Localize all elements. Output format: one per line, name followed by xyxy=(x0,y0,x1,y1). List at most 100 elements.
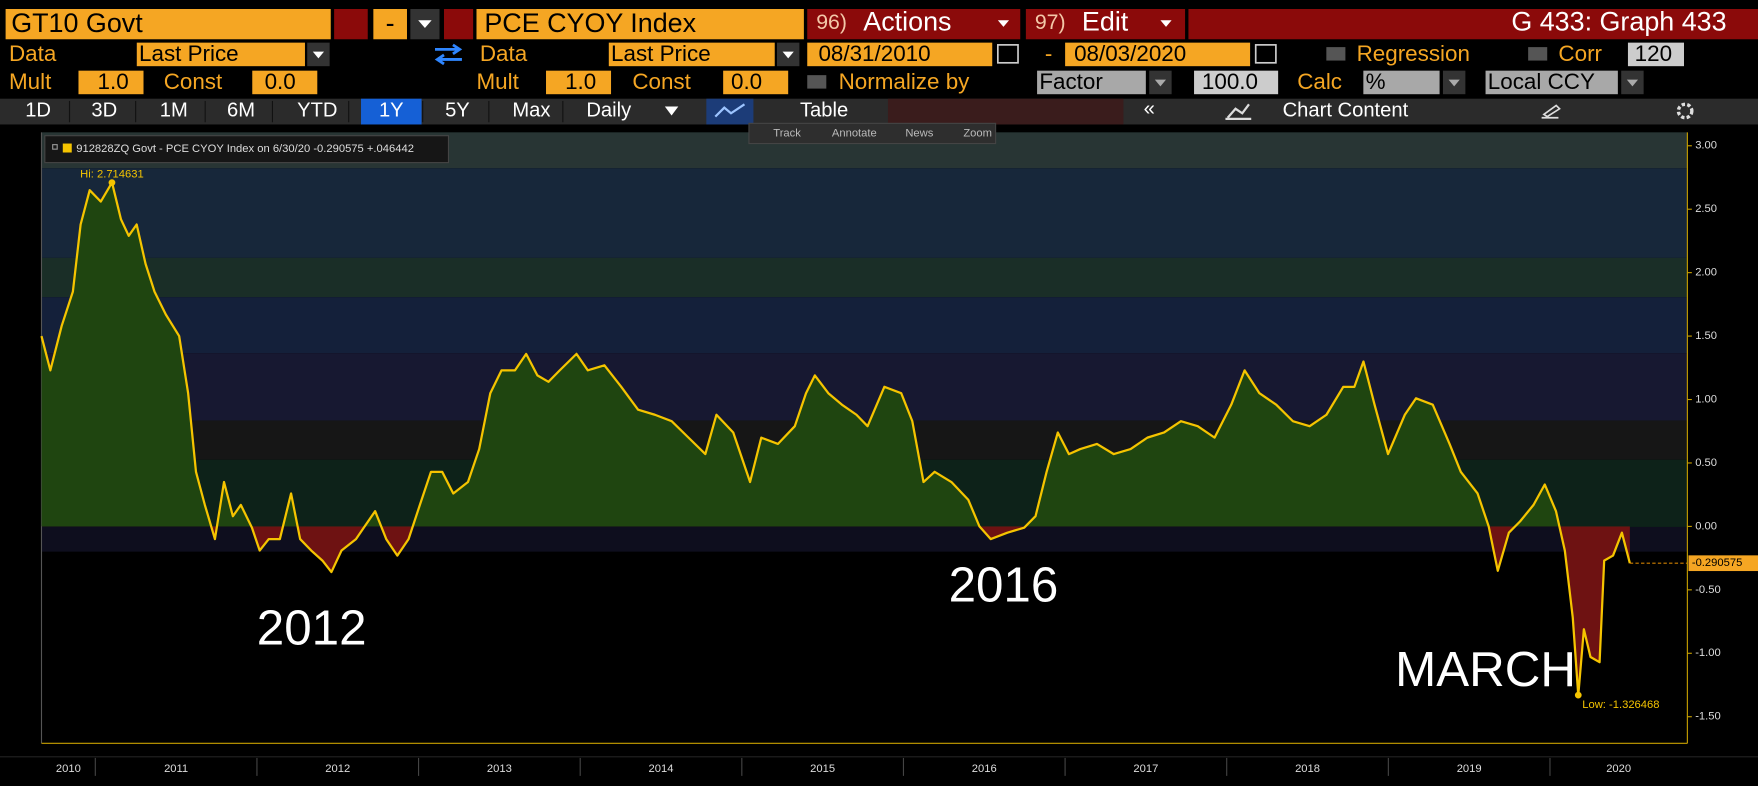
command-row: GT10 Govt - PCE CYOY Index 96) Actions 9… xyxy=(5,7,1758,40)
value[interactable]: 1.0 xyxy=(98,69,129,94)
legend-name: 912828ZQ Govt - PCE CYOY Index xyxy=(76,143,254,155)
selected-period xyxy=(361,98,422,125)
low-marker xyxy=(1574,691,1582,699)
period-button[interactable]: YTD xyxy=(297,99,337,121)
select-box[interactable] xyxy=(1363,70,1440,95)
field-box[interactable] xyxy=(608,42,775,67)
line xyxy=(40,181,1631,697)
chart-tool[interactable]: Annotate xyxy=(832,127,877,139)
dropdown-arrow xyxy=(1626,79,1639,87)
spacer xyxy=(443,8,474,40)
edit-button[interactable] xyxy=(1025,8,1186,40)
value[interactable]: 1.0 xyxy=(565,69,596,94)
actions[interactable]: Actions xyxy=(863,7,951,37)
high-marker xyxy=(108,179,116,186)
period-button[interactable]: 6M xyxy=(227,99,255,121)
end-date[interactable]: 08/03/2020 xyxy=(1074,41,1186,66)
calendar-icon[interactable] xyxy=(1254,44,1277,64)
security[interactable]: GT10 Govt xyxy=(11,8,143,38)
corr-value[interactable]: 120 xyxy=(1635,41,1672,66)
period-button[interactable]: Max xyxy=(512,99,550,121)
dropdown-arrow xyxy=(1160,20,1172,27)
x-tick-label: 2019 xyxy=(1457,763,1482,775)
period-button[interactable]: 1D xyxy=(25,99,51,121)
date-box[interactable] xyxy=(807,42,993,67)
start-date[interactable]: 08/31/2010 xyxy=(818,41,930,66)
actions-num[interactable]: 96) xyxy=(816,10,847,34)
date-separator: - xyxy=(1045,41,1052,66)
legend-toggle[interactable] xyxy=(52,144,58,150)
swap-icon[interactable] xyxy=(434,43,463,66)
checkbox[interactable] xyxy=(1528,47,1548,61)
field-box[interactable] xyxy=(136,42,305,67)
value[interactable]: 0.0 xyxy=(731,69,762,94)
separator[interactable]: - xyxy=(386,8,395,38)
collapse-icon[interactable]: « xyxy=(1144,98,1155,120)
chart-content-icon xyxy=(1225,103,1252,120)
input-box[interactable] xyxy=(723,70,789,95)
settings-icon[interactable] xyxy=(1676,102,1694,120)
input-box[interactable] xyxy=(78,70,144,95)
edit-num[interactable]: 97) xyxy=(1035,10,1066,34)
chart-tool[interactable]: Zoom xyxy=(963,127,992,139)
date-box[interactable] xyxy=(1065,42,1251,67)
chart-tool[interactable]: News xyxy=(905,127,933,139)
field[interactable]: Last Price xyxy=(611,41,711,66)
label: Mult xyxy=(9,69,52,94)
value[interactable]: Local CCY xyxy=(1488,69,1595,94)
chart-tool[interactable]: Track xyxy=(773,127,801,139)
actions-button[interactable] xyxy=(807,8,1021,40)
select-box[interactable] xyxy=(1485,70,1618,95)
security-box[interactable] xyxy=(5,8,331,40)
legend-text: 912828ZQ Govt - PCE CYOY Index on 6/30/2… xyxy=(76,143,414,155)
edit-icon[interactable] xyxy=(1541,104,1561,119)
input-box[interactable] xyxy=(1194,70,1279,95)
checkbox[interactable] xyxy=(807,75,827,89)
value[interactable]: 0.0 xyxy=(265,69,296,94)
legend xyxy=(44,135,450,164)
select-box[interactable] xyxy=(1037,70,1146,95)
dropdown-arrow xyxy=(1448,79,1460,87)
separator-box[interactable] xyxy=(373,8,407,40)
frequency[interactable]: Daily xyxy=(586,99,632,121)
index[interactable]: PCE CYOY Index xyxy=(484,8,696,38)
band xyxy=(41,353,1688,421)
value[interactable]: 100.0 xyxy=(1202,69,1258,94)
legend-swatch xyxy=(62,143,72,153)
y-tick-label: -0.50 xyxy=(1695,584,1721,596)
calendar-icon[interactable] xyxy=(997,44,1019,64)
label: Regression xyxy=(1357,41,1470,66)
field[interactable]: Last Price xyxy=(139,41,239,66)
y-tick-label: 3.00 xyxy=(1695,140,1717,152)
x-tick-label: 2020 xyxy=(1606,763,1631,775)
period-button[interactable]: 5Y xyxy=(445,99,470,121)
dropdown-arrow xyxy=(664,106,679,116)
checkbox[interactable] xyxy=(1326,47,1346,61)
input-box[interactable] xyxy=(252,70,318,95)
period-button[interactable]: 1M xyxy=(160,99,188,121)
plot: 3.00 2.50 2.00 1.50 1.00 0.50 0.00 -0.50 -1.00 -1… xyxy=(40,140,1758,776)
y-tick-label: 0.00 xyxy=(1695,520,1717,532)
period-button[interactable]: 1Y xyxy=(379,99,404,121)
value[interactable]: Factor xyxy=(1039,69,1103,94)
low-label: Low: -1.326468 xyxy=(1582,699,1659,711)
chart-content[interactable]: Chart Content xyxy=(1283,99,1409,121)
last-value-box xyxy=(1688,555,1758,572)
dropdown-arrow xyxy=(418,20,432,29)
dropdown-arrow xyxy=(312,51,325,59)
y-tick-label: -1.00 xyxy=(1695,647,1721,659)
label: Data xyxy=(9,41,57,66)
band xyxy=(41,257,1688,298)
edit[interactable]: Edit xyxy=(1082,7,1129,37)
period-button[interactable]: 3D xyxy=(91,99,117,121)
input-box[interactable] xyxy=(546,70,612,95)
value[interactable]: % xyxy=(1366,69,1386,94)
input-box[interactable] xyxy=(1627,42,1685,67)
table-button[interactable]: Table xyxy=(800,99,848,121)
label: Normalize by xyxy=(839,69,971,94)
label: Calc xyxy=(1297,69,1342,94)
y-tick-label: 1.50 xyxy=(1695,330,1717,342)
spacer xyxy=(887,98,1124,125)
x-tick-label: 2016 xyxy=(972,763,997,775)
index-box[interactable] xyxy=(476,8,804,40)
